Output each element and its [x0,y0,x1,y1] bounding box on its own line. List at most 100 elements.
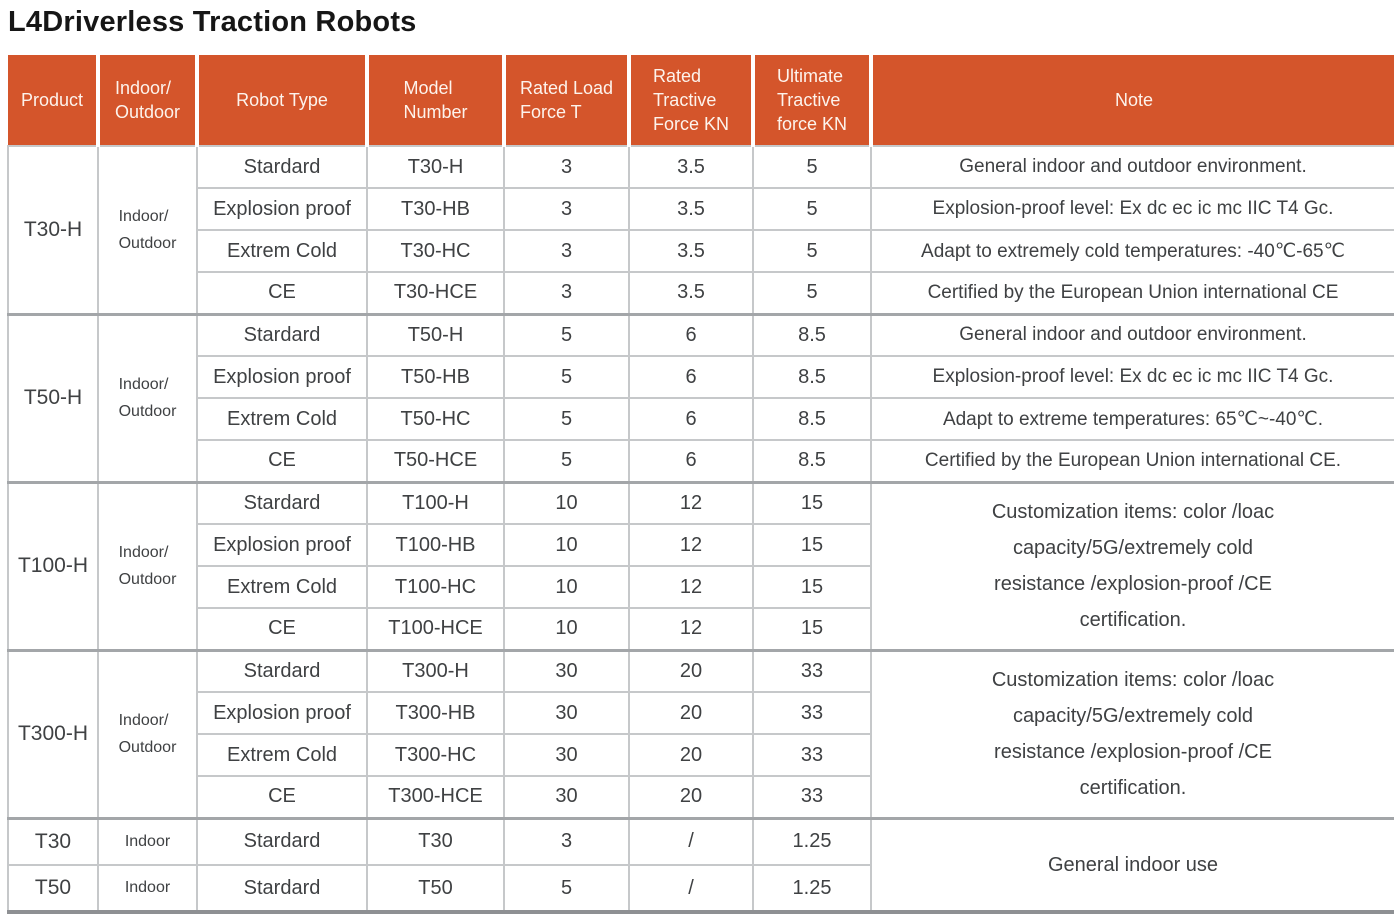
col-header-note-label: Note [1114,90,1154,110]
product-cell: T50 [7,864,99,914]
product-cell: T300-H [7,648,99,819]
rated-tractive-cell: 3.5 [628,229,754,273]
rated-tractive-cell: / [628,816,754,866]
ultimate-tractive-cell: 15 [752,480,872,525]
col-header-model-number: Model Number [365,55,504,146]
ultimate-tractive-cell: 8.5 [752,397,872,441]
rated-load-cell: 10 [503,480,630,525]
col-header-rated-tractive: Rated Tractive Force KN [627,55,753,146]
model-number-cell: T30 [366,816,505,866]
ultimate-tractive-cell: 15 [752,523,872,567]
model-number-cell: T30-HCE [366,271,505,315]
col-header-product-label: Product [20,90,84,110]
robot-type-cell: Explosion proof [196,691,368,735]
environment-cell: Indoor/ Outdoor [97,145,198,315]
ultimate-tractive-cell: 1.25 [752,864,872,914]
rated-tractive-cell: 20 [628,733,754,777]
note-cell-merged: Customization items: color /loac capacit… [870,480,1394,651]
product-cell: T50-H [7,312,99,483]
table-row: Extrem Cold T300-HC 30 20 33 [8,733,1394,777]
ultimate-tractive-cell: 1.25 [752,816,872,866]
environment-cell: Indoor/ Outdoor [97,312,198,483]
ultimate-tractive-cell: 5 [752,271,872,315]
note-cell: Explosion-proof level: Ex dc ec ic mc II… [870,187,1394,231]
model-number-cell: T100-HC [366,565,505,609]
rated-load-cell: 30 [503,691,630,735]
table-row: T300-H Indoor/ Outdoor Stardard T300-H 3… [7,648,1394,819]
environment-cell: Indoor [97,816,198,866]
ultimate-tractive-cell: 5 [752,229,872,273]
robot-type-cell: Stardard [196,816,368,866]
robot-type-cell: Explosion proof [196,187,368,231]
ultimate-tractive-cell: 8.5 [752,355,872,399]
col-header-rated-load: Rated Load Force T [502,55,629,146]
rated-tractive-cell: / [628,864,754,914]
rated-load-cell: 3 [503,145,630,189]
spec-table: Product Indoor/ Outdoor Robot Type Model… [7,55,1394,914]
table-row: T50-H Indoor/ Outdoor Stardard T50-H 5 6… [7,312,1394,483]
rated-load-cell: 10 [503,565,630,609]
ultimate-tractive-cell: 15 [752,565,872,609]
rated-load-cell: 30 [503,648,630,693]
rated-tractive-cell: 3.5 [628,271,754,315]
rated-tractive-cell: 6 [628,312,754,357]
robot-type-cell: CE [196,775,368,819]
rated-tractive-cell: 12 [628,480,754,525]
rated-tractive-cell: 20 [628,691,754,735]
robot-type-cell: Stardard [196,312,368,357]
ultimate-tractive-cell: 33 [752,691,872,735]
col-header-indoor-outdoor-label: Indoor/ Outdoor [114,78,181,122]
rated-tractive-cell: 6 [628,355,754,399]
product-cell: T100-H [7,480,99,651]
model-number-cell: T50-HC [366,397,505,441]
col-header-product: Product [8,55,98,146]
ultimate-tractive-cell: 15 [752,607,872,651]
rated-load-cell: 30 [503,733,630,777]
rated-load-cell: 5 [503,439,630,483]
table-row: Extrem Cold T100-HC 10 12 15 [8,565,1394,609]
robot-type-cell: Stardard [196,648,368,693]
rated-load-cell: 10 [503,523,630,567]
robot-type-cell: Extrem Cold [196,229,368,273]
robot-type-cell: Explosion proof [196,355,368,399]
ultimate-tractive-cell: 5 [752,145,872,189]
header-row: Product Indoor/ Outdoor Robot Type Model… [8,55,1394,146]
robot-type-cell: CE [196,607,368,651]
model-number-cell: T50-HCE [366,439,505,483]
robot-type-cell: CE [196,271,368,315]
note-cell: Explosion-proof level: Ex dc ec ic mc II… [870,355,1394,399]
table-row: CE T50-HCE 5 6 8.5 Certified by the Euro… [8,439,1394,483]
environment-cell: Indoor/ Outdoor [97,648,198,819]
note-cell-merged: General indoor use [870,816,1394,914]
note-cell: Certified by the European Union internat… [870,439,1394,483]
col-header-indoor-outdoor: Indoor/ Outdoor [96,55,197,146]
table-row: Extrem Cold T30-HC 3 3.5 5 Adapt to extr… [8,229,1394,273]
note-cell: Adapt to extremely cold temperatures: -4… [870,229,1394,273]
rated-tractive-cell: 20 [628,648,754,693]
ultimate-tractive-cell: 33 [752,648,872,693]
table-row: Explosion proof T30-HB 3 3.5 5 Explosion… [8,187,1394,231]
robot-type-cell: Extrem Cold [196,733,368,777]
robot-type-cell: Stardard [196,480,368,525]
product-group-t100h: T100-H Indoor/ Outdoor Stardard T100-H 1… [7,480,1394,651]
model-number-cell: T50 [366,864,505,914]
note-cell: General indoor and outdoor environment. [870,312,1394,357]
environment-label: Indoor/ Outdoor [118,376,177,420]
rated-load-cell: 5 [503,397,630,441]
model-number-cell: T100-HB [366,523,505,567]
rated-tractive-cell: 20 [628,775,754,819]
note-cell: Certified by the European Union internat… [870,271,1394,315]
rated-load-cell: 5 [503,312,630,357]
table-row: T100-H Indoor/ Outdoor Stardard T100-H 1… [7,480,1394,651]
model-number-cell: T100-HCE [366,607,505,651]
robot-type-cell: Stardard [196,145,368,189]
product-group-t300h: T300-H Indoor/ Outdoor Stardard T300-H 3… [7,648,1394,819]
model-number-cell: T50-HB [366,355,505,399]
rated-load-cell: 3 [503,187,630,231]
table-row: Extrem Cold T50-HC 5 6 8.5 Adapt to extr… [8,397,1394,441]
col-header-ultimate-tractive: Ultimate Tractive force KN [751,55,871,146]
model-number-cell: T300-H [366,648,505,693]
model-number-cell: T300-HCE [366,775,505,819]
model-number-cell: T300-HB [366,691,505,735]
ultimate-tractive-cell: 33 [752,775,872,819]
